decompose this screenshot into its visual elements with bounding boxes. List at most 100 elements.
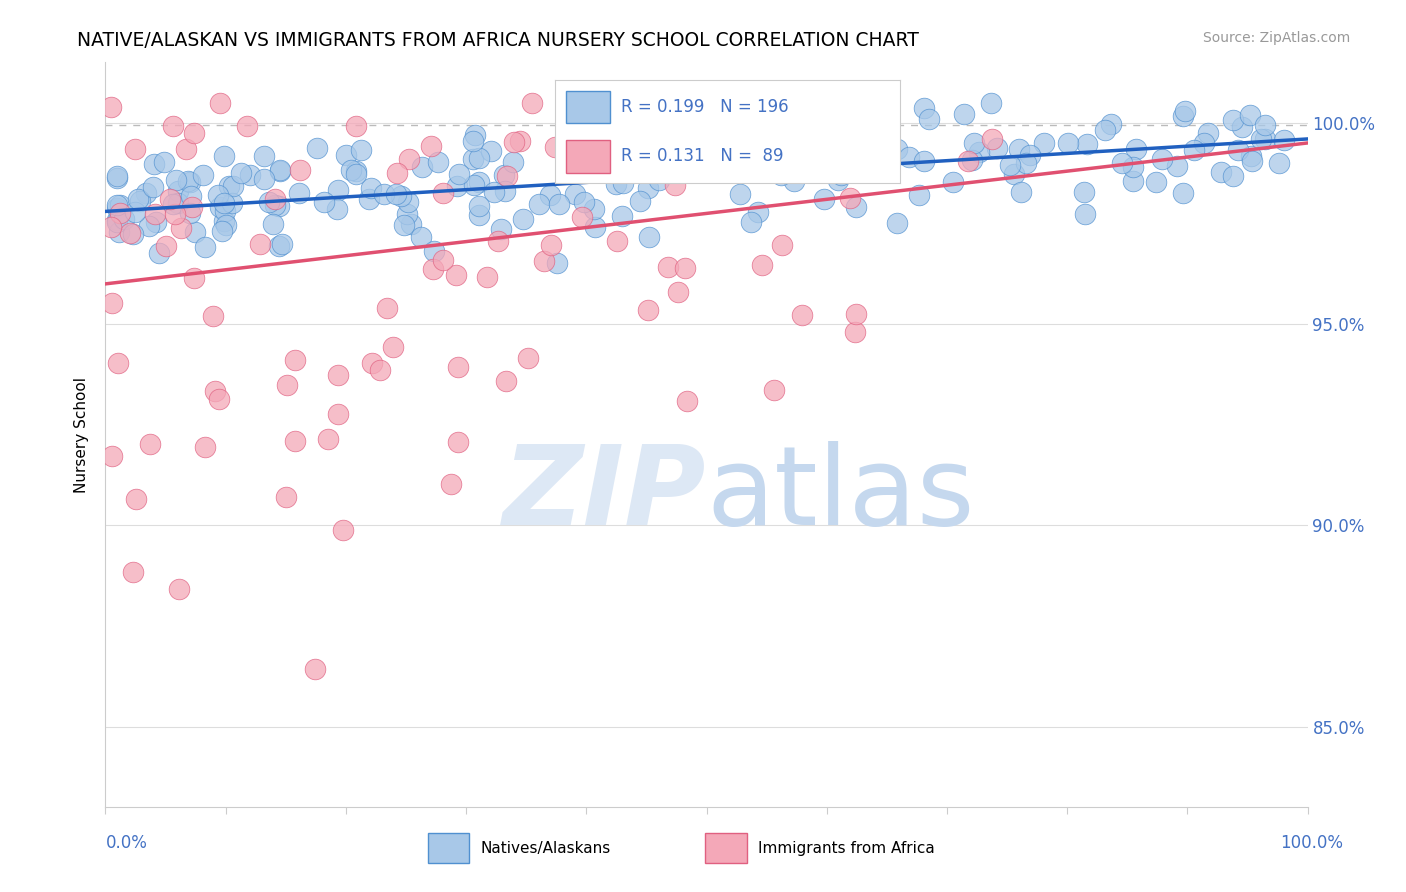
Point — [209, 95, 232, 110]
Point — [179, 175, 201, 189]
Point — [637, 303, 659, 318]
Point — [229, 166, 252, 180]
Point — [360, 181, 382, 195]
Point — [637, 181, 659, 195]
Point — [108, 225, 131, 239]
Point — [335, 147, 357, 161]
Point — [571, 211, 593, 225]
Point — [344, 167, 367, 181]
Point — [963, 136, 986, 150]
Point — [1240, 149, 1263, 163]
Point — [980, 132, 1002, 146]
Point — [613, 95, 636, 110]
Point — [100, 219, 122, 234]
Point — [318, 432, 340, 446]
Point — [124, 142, 146, 156]
Point — [264, 198, 287, 212]
Point — [669, 163, 692, 178]
Point — [432, 186, 454, 201]
Point — [960, 153, 983, 167]
Point — [212, 214, 235, 228]
Point — [1230, 120, 1253, 134]
Point — [1018, 147, 1040, 161]
Point — [1182, 143, 1205, 157]
Point — [540, 238, 562, 252]
Point — [1254, 132, 1277, 146]
Point — [740, 215, 762, 229]
Point — [468, 208, 491, 222]
Point — [212, 196, 235, 211]
Point — [100, 99, 122, 113]
Point — [844, 325, 866, 339]
Point — [967, 145, 990, 160]
Point — [998, 158, 1021, 172]
Point — [1171, 186, 1194, 201]
Point — [138, 219, 160, 233]
Point — [107, 215, 129, 229]
Point — [218, 179, 240, 194]
Point — [503, 135, 526, 149]
Point — [827, 173, 849, 187]
Point — [565, 125, 588, 139]
Point — [1250, 132, 1272, 146]
Point — [328, 183, 350, 197]
Point — [1192, 136, 1215, 150]
Point — [583, 202, 606, 217]
Point — [842, 159, 865, 173]
Point — [780, 155, 803, 169]
Point — [1222, 169, 1244, 183]
Point — [392, 218, 415, 232]
Point — [314, 195, 336, 210]
Y-axis label: Nursery School: Nursery School — [75, 376, 90, 493]
Point — [751, 258, 773, 272]
Point — [447, 434, 470, 449]
Point — [108, 206, 131, 220]
Bar — [565, 140, 610, 173]
Point — [789, 95, 811, 110]
Point — [695, 163, 717, 178]
Point — [183, 127, 205, 141]
Point — [107, 198, 129, 212]
Point — [769, 169, 792, 183]
Bar — [427, 833, 470, 863]
Point — [287, 186, 309, 201]
Point — [986, 141, 1008, 155]
Point — [253, 172, 276, 186]
Point — [1227, 143, 1250, 157]
Point — [124, 205, 146, 219]
Point — [749, 142, 772, 156]
Point — [1173, 109, 1195, 123]
Point — [1033, 136, 1056, 150]
Point — [790, 308, 813, 322]
Point — [259, 195, 281, 210]
Point — [1074, 207, 1097, 221]
Point — [399, 217, 422, 231]
Point — [738, 153, 761, 167]
Point — [332, 523, 354, 537]
Point — [440, 477, 463, 491]
Point — [447, 167, 470, 181]
Point — [830, 168, 852, 182]
Point — [494, 184, 516, 198]
Point — [1122, 174, 1144, 188]
Point — [264, 192, 287, 206]
Point — [344, 163, 367, 178]
Text: 100.0%: 100.0% — [1279, 834, 1343, 852]
Point — [100, 449, 122, 463]
Point — [837, 158, 859, 172]
Point — [426, 155, 449, 169]
Point — [222, 179, 245, 194]
Point — [193, 240, 215, 254]
Point — [546, 256, 568, 270]
Point — [464, 128, 486, 142]
Point — [520, 95, 543, 110]
Point — [194, 440, 217, 454]
Point — [359, 192, 381, 206]
Point — [389, 188, 412, 202]
Point — [612, 176, 634, 190]
Point — [673, 260, 696, 275]
Point — [121, 227, 143, 241]
Point — [886, 217, 908, 231]
Point — [886, 143, 908, 157]
Point — [284, 434, 307, 448]
